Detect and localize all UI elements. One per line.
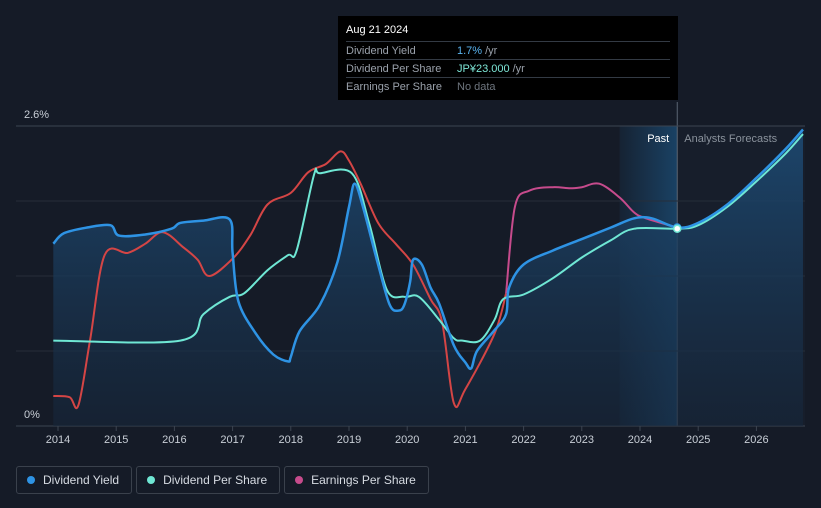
tooltip-unit: /yr (485, 44, 498, 57)
tooltip-value: 1.7% (457, 44, 483, 57)
tooltip-label: Dividend Yield (346, 44, 416, 57)
x-tick-label: 2023 (570, 434, 594, 446)
dividend-per-share-line (53, 133, 804, 344)
legend-item-earnings-per-share[interactable]: Earnings Per Share (284, 466, 429, 494)
dividend-yield-line (52, 128, 804, 371)
x-tick-label: 2019 (337, 434, 361, 446)
tooltip-date: Aug 21 2024 (346, 24, 409, 36)
tooltip-unit: /yr (512, 62, 525, 75)
axis-layer: Past Analysts Forecasts 2.6% 0% 2014 2015 2016… (24, 109, 778, 446)
x-tick-label: 2024 (628, 434, 652, 446)
x-tick-label: 2018 (279, 434, 303, 446)
marker-layer (672, 223, 682, 233)
legend-dot-icon (27, 476, 35, 484)
x-tick-label: 2017 (220, 434, 244, 446)
dividend-per-share-marker (672, 224, 682, 233)
tooltip-label: Dividend Per Share (346, 62, 442, 75)
legend-item-dividend-per-share[interactable]: Dividend Per Share (136, 466, 281, 494)
tooltip-row-earnings-per-share: Earnings Per Share No data (346, 77, 670, 95)
x-tick-label: 2022 (511, 434, 535, 446)
x-tick-label: 2025 (686, 434, 710, 446)
tooltip-row-dividend-per-share: Dividend Per Share JP¥23.000 /yr (346, 59, 670, 77)
legend-item-dividend-yield[interactable]: Dividend Yield (16, 466, 133, 494)
earnings-per-share-line-early (53, 150, 508, 410)
y-axis-label-top: 2.6% (24, 109, 49, 121)
legend-dot-icon (147, 476, 156, 484)
series-layer (52, 128, 804, 426)
tooltip-row-dividend-yield: Dividend Yield 1.7% /yr (346, 41, 670, 59)
region-label-forecast: Analysts Forecasts (684, 133, 777, 145)
legend-label: Dividend Yield (43, 473, 120, 487)
earnings-per-share-line (505, 182, 678, 294)
tooltip-label: Earnings Per Share (346, 80, 442, 93)
dividend-yield-area (53, 129, 804, 426)
legend-label: Earnings Per Share (311, 473, 416, 487)
legend: Dividend Yield Dividend Per Share Earnin… (16, 466, 429, 494)
x-tick-label: 2014 (46, 434, 70, 446)
x-tick-label: 2015 (104, 434, 128, 446)
tooltip-value: JP¥23.000 (457, 62, 510, 75)
x-tick-label: 2016 (162, 434, 186, 446)
tooltip: Aug 21 2024 Dividend Yield 1.7% /yr Divi… (338, 16, 678, 100)
x-tick-label: 2026 (744, 434, 768, 446)
legend-label: Dividend Per Share (163, 473, 268, 487)
legend-dot-icon (295, 476, 304, 484)
y-axis-label-bottom: 0% (24, 409, 40, 421)
tooltip-value: No data (457, 80, 496, 93)
x-tick-label: 2020 (395, 434, 419, 446)
region-label-past: Past (647, 133, 669, 145)
x-tick-label: 2021 (453, 434, 477, 446)
